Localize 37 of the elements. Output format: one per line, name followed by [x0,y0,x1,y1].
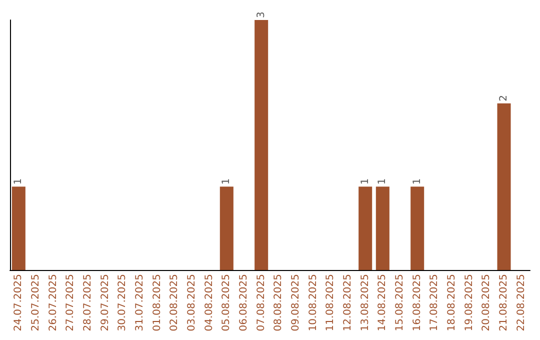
x-tick-label: 21.08.2025 [498,274,510,332]
x-tick-label: 16.08.2025 [412,274,423,332]
x-tick-label: 01.08.2025 [152,274,163,332]
x-tick-label: 12.08.2025 [342,274,354,332]
x-tick-label: 15.08.2025 [394,274,406,332]
data-label: 1 [221,178,232,185]
x-tick-label: 04.08.2025 [204,274,215,332]
x-tick-label: 29.07.2025 [100,274,111,332]
x-tick-label: 09.08.2025 [290,274,302,332]
x-tick-label: 30.07.2025 [117,274,128,332]
x-tick-label: 06.08.2025 [238,274,250,332]
data-label: 1 [412,178,423,185]
data-label: 1 [377,178,388,185]
x-tick-label: 05.08.2025 [221,274,232,332]
x-tick-label: 14.08.2025 [377,274,388,332]
data-label: 1 [13,178,24,185]
data-label: 2 [498,94,510,102]
x-tick-label: 17.08.2025 [429,274,440,332]
x-tick-label: 02.08.2025 [169,274,180,332]
x-tick-label: 11.08.2025 [325,274,336,332]
x-tick-label: 19.08.2025 [464,274,475,332]
x-tick-label: 03.08.2025 [186,274,198,332]
x-tick-label: 08.08.2025 [273,274,284,332]
x-tick-label: 25.07.2025 [30,274,42,332]
x-tick-label: 27.07.2025 [65,274,76,332]
x-tick-label: 24.07.2025 [13,274,24,332]
x-tick-label: 13.08.2025 [360,274,371,332]
x-tick-label: 31.07.2025 [134,274,146,332]
x-tick-label: 20.08.2025 [481,274,492,332]
x-tick-label: 10.08.2025 [308,274,319,332]
x-tick-label: 22.08.2025 [516,274,527,332]
x-tick-label: 18.08.2025 [446,274,458,332]
x-tick-label: 07.08.2025 [256,274,267,332]
x-tick-label: 28.07.2025 [82,274,94,332]
x-tick-label: 26.07.2025 [48,274,59,332]
data-label: 3 [256,12,267,18]
data-label: 1 [360,178,371,185]
